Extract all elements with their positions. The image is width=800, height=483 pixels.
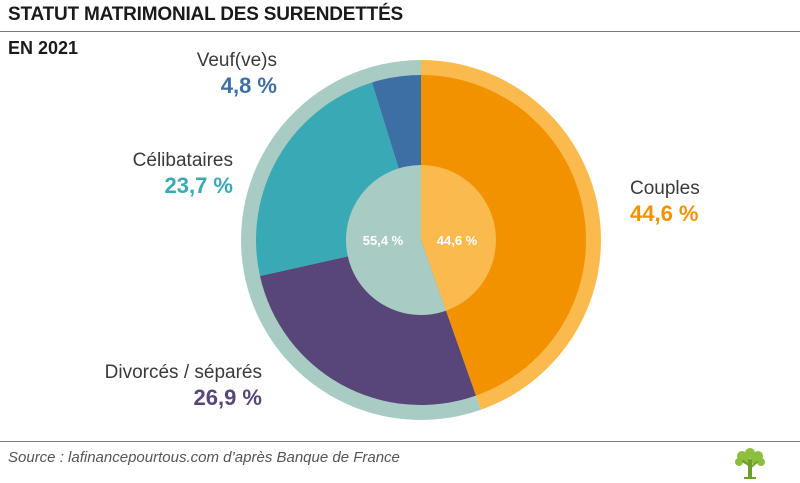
slice-name-veufs: Veuf(ve)s <box>196 50 277 71</box>
tree-logo-icon <box>735 448 765 479</box>
inner-pie <box>345 165 496 315</box>
slice-value-veufs: 4,8 % <box>220 72 277 98</box>
inner-label-non-couples: 55,4 % <box>363 233 404 248</box>
slice-name-couples: Couples <box>630 178 700 199</box>
slice-name-divorces: Divorcés / séparés <box>104 362 262 383</box>
chart-subtitle: EN 2021 <box>8 38 79 58</box>
source-divider <box>0 441 800 442</box>
inner-slice-non-couples <box>345 165 446 315</box>
chart-title: STATUT MATRIMONIAL DES SURENDETTÉS <box>8 4 404 25</box>
slice-label-divorces: Divorcés / séparés 26,9 % <box>105 362 262 411</box>
inner-labels: 44,6 % 55,4 % <box>363 233 478 248</box>
inner-slice-couples <box>421 165 496 311</box>
slice-label-couples: Couples 44,6 % <box>630 178 700 227</box>
inner-label-couples: 44,6 % <box>437 233 478 248</box>
source-text: Source : lafinancepourtous.com d’après B… <box>8 449 400 466</box>
slice-couples <box>421 75 586 396</box>
slice-name-celibataires: Célibataires <box>132 150 233 171</box>
slice-label-celibataires: Célibataires 23,7 % <box>133 150 233 199</box>
slice-label-veufs: Veuf(ve)s 4,8 % <box>197 50 277 99</box>
slice-value-celibataires: 23,7 % <box>164 172 234 198</box>
title-divider <box>0 31 800 32</box>
slice-value-couples: 44,6 % <box>630 200 699 226</box>
slice-value-divorces: 26,9 % <box>193 384 263 410</box>
